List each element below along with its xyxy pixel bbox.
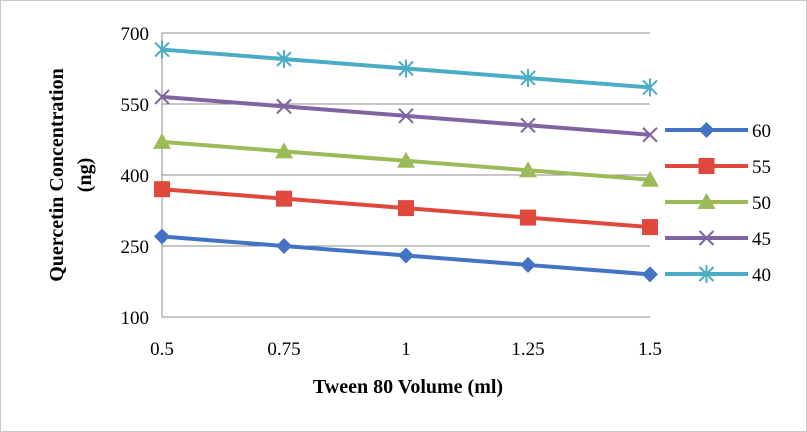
data-point-50	[519, 161, 537, 178]
y-axis-title-line2: (ng)	[74, 158, 96, 192]
data-point-55	[154, 181, 170, 198]
data-point-45	[276, 98, 292, 115]
legend-item-55: 55	[665, 157, 771, 178]
legend-item-50: 50	[665, 193, 771, 214]
series-60	[154, 228, 658, 283]
x-tick-label: 1.5	[638, 339, 662, 360]
y-axis-title-line1: Quercetin Concentration	[46, 68, 68, 282]
x-tick-label: 1.25	[511, 339, 544, 360]
legend-label: 40	[752, 265, 771, 286]
x-axis-title: Tween 80 Volume (ml)	[313, 376, 503, 398]
legend-item-45: 45	[665, 229, 771, 250]
data-point-60	[398, 247, 414, 264]
legend: 60 55 50 45 40	[665, 121, 771, 286]
data-point-60	[154, 228, 170, 245]
gridlines	[161, 32, 650, 318]
legend-marker	[698, 122, 715, 138]
y-axis-title: Quercetin Concentration (ng)	[46, 68, 96, 282]
y-tick-label: 700	[121, 24, 150, 45]
legend-item-60: 60	[665, 121, 771, 142]
data-point-40	[276, 50, 292, 69]
data-point-40	[642, 78, 658, 97]
y-tick-label: 250	[121, 237, 150, 258]
data-point-45	[398, 108, 414, 124]
legend-item-40: 40	[665, 265, 771, 286]
data-point-60	[276, 238, 292, 254]
data-point-45	[642, 127, 658, 143]
data-point-50	[153, 132, 171, 149]
series-55	[154, 181, 658, 236]
series-layer	[153, 40, 659, 283]
legend-label: 55	[752, 157, 771, 178]
data-point-45	[520, 117, 536, 134]
y-axis-ticks: 100 250 400 550 700	[121, 24, 150, 329]
x-tick-label: 0.5	[150, 339, 174, 360]
legend-label: 45	[752, 229, 771, 250]
data-point-50	[397, 151, 415, 168]
data-point-45	[154, 89, 170, 105]
x-tick-label: 0.75	[267, 339, 300, 360]
data-point-40	[520, 68, 536, 87]
y-tick-label: 550	[121, 95, 150, 116]
legend-marker	[698, 230, 715, 246]
legend-label: 60	[752, 121, 771, 142]
x-tick-label: 1	[401, 339, 411, 360]
legend-marker	[698, 158, 715, 174]
legend-label: 50	[752, 193, 771, 214]
data-point-55	[276, 190, 292, 207]
data-point-60	[642, 266, 658, 283]
legend-marker	[698, 265, 715, 283]
y-tick-label: 400	[121, 166, 150, 187]
data-point-55	[642, 219, 658, 236]
data-point-55	[520, 209, 536, 226]
data-point-60	[520, 256, 536, 273]
data-point-40	[398, 59, 414, 78]
series-50	[153, 132, 659, 187]
x-axis-ticks: 0.5 0.75 1 1.25 1.5	[150, 339, 662, 360]
series-45	[154, 89, 658, 143]
legend-marker	[697, 193, 716, 209]
series-40	[154, 40, 658, 97]
data-point-50	[641, 170, 659, 187]
data-point-55	[398, 200, 414, 217]
data-point-40	[154, 40, 170, 59]
data-point-50	[275, 142, 293, 159]
y-tick-label: 100	[121, 308, 150, 329]
